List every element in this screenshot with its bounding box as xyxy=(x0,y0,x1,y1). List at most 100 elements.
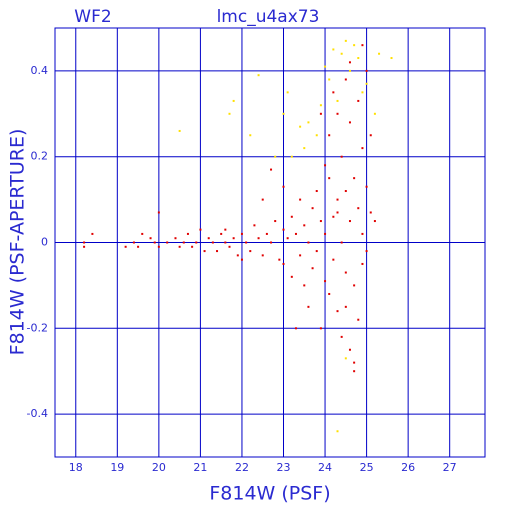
point xyxy=(340,241,343,244)
point xyxy=(307,305,310,308)
point xyxy=(369,134,372,137)
point xyxy=(361,147,364,150)
point xyxy=(373,220,376,223)
point xyxy=(220,232,223,235)
point xyxy=(361,262,364,265)
point xyxy=(157,245,160,248)
y-tick-label: 0.4 xyxy=(31,64,49,77)
y-tick-label: 0.2 xyxy=(31,150,49,163)
point xyxy=(294,232,297,235)
point xyxy=(274,155,277,158)
point xyxy=(186,232,189,235)
point xyxy=(224,228,227,231)
point xyxy=(324,164,327,167)
point xyxy=(348,69,351,72)
point xyxy=(336,99,339,102)
point xyxy=(282,228,285,231)
point xyxy=(340,335,343,338)
point xyxy=(324,65,327,68)
plot-frame xyxy=(54,27,486,458)
point xyxy=(290,215,293,218)
x-tick-label: 26 xyxy=(401,461,415,474)
point xyxy=(361,44,364,47)
point xyxy=(149,237,152,240)
point xyxy=(357,57,360,60)
chart-title: lmc_u4ax73 xyxy=(217,7,320,27)
point xyxy=(245,241,248,244)
point xyxy=(315,134,318,137)
point xyxy=(303,147,306,150)
point xyxy=(232,237,235,240)
x-tick-label: 27 xyxy=(443,461,457,474)
point xyxy=(348,61,351,64)
point xyxy=(240,232,243,235)
point xyxy=(224,241,227,244)
point xyxy=(348,220,351,223)
point xyxy=(357,207,360,210)
point xyxy=(195,241,198,244)
point xyxy=(324,280,327,283)
point xyxy=(324,232,327,235)
x-tick-label: 25 xyxy=(360,461,374,474)
x-tick-label: 21 xyxy=(193,461,207,474)
point xyxy=(378,52,381,55)
point xyxy=(332,258,335,261)
point xyxy=(270,241,273,244)
point xyxy=(357,318,360,321)
point xyxy=(361,91,364,94)
point xyxy=(83,245,86,248)
point xyxy=(340,155,343,158)
point xyxy=(191,245,194,248)
point xyxy=(336,211,339,214)
point xyxy=(357,99,360,102)
point xyxy=(332,91,335,94)
point xyxy=(216,250,219,253)
point xyxy=(315,250,318,253)
point xyxy=(261,198,264,201)
point xyxy=(307,241,310,244)
point xyxy=(365,185,368,188)
point xyxy=(299,198,302,201)
point xyxy=(253,224,256,227)
point xyxy=(328,292,331,295)
point xyxy=(344,39,347,42)
point xyxy=(249,134,252,137)
point xyxy=(303,284,306,287)
point xyxy=(353,44,356,47)
point xyxy=(336,430,339,433)
point xyxy=(166,241,169,244)
point xyxy=(178,129,181,132)
x-tick-label: 20 xyxy=(152,461,166,474)
point xyxy=(91,232,94,235)
point xyxy=(348,121,351,124)
point xyxy=(236,254,239,257)
point xyxy=(174,237,177,240)
point xyxy=(319,104,322,107)
point xyxy=(336,112,339,115)
point xyxy=(249,250,252,253)
point xyxy=(286,237,289,240)
x-tick-label: 18 xyxy=(69,461,83,474)
point xyxy=(228,245,231,248)
y-tick-label: -0.2 xyxy=(27,321,48,334)
x-tick-label: 23 xyxy=(277,461,291,474)
point xyxy=(336,198,339,201)
point xyxy=(328,134,331,137)
point xyxy=(199,228,202,231)
point xyxy=(299,254,302,257)
point xyxy=(299,125,302,128)
point xyxy=(373,112,376,115)
point xyxy=(137,245,140,248)
x-tick-label: 19 xyxy=(110,461,124,474)
point xyxy=(178,245,181,248)
y-tick-label: -0.4 xyxy=(27,407,48,420)
point xyxy=(303,224,306,227)
point xyxy=(311,207,314,210)
point xyxy=(344,78,347,81)
x-tick-label: 22 xyxy=(235,461,249,474)
point xyxy=(282,262,285,265)
point xyxy=(365,250,368,253)
point xyxy=(290,275,293,278)
